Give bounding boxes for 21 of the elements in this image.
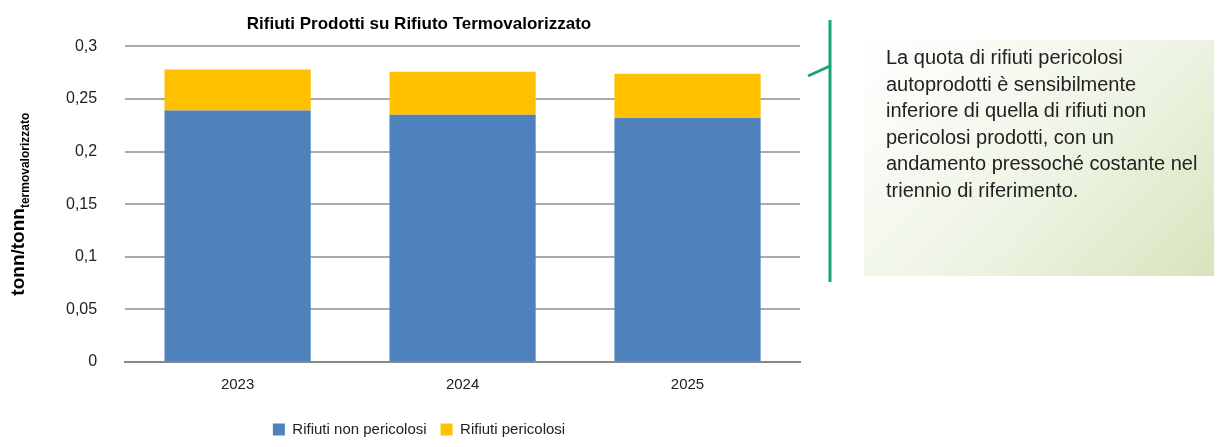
bar bbox=[164, 110, 311, 361]
y-tick-label: 0,2 bbox=[74, 142, 98, 160]
y-tick-label: 0,1 bbox=[74, 247, 98, 265]
bar bbox=[614, 73, 761, 118]
x-tick-label: 2024 bbox=[445, 375, 480, 393]
y-tick-label: 0 bbox=[88, 352, 98, 370]
x-tick-label: 2023 bbox=[220, 375, 255, 393]
y-tick-label: 0,3 bbox=[74, 36, 98, 54]
bar bbox=[389, 114, 536, 361]
bar bbox=[614, 117, 761, 361]
y-tick-label: 0,15 bbox=[66, 194, 98, 212]
x-tick-label: 2025 bbox=[670, 375, 705, 393]
bar bbox=[164, 69, 311, 111]
text: La quota di rifiuti pericolosi autoprodotti è sensibilmente inferiore di quella di rifiuti non pericolosi prodotti, con un andamento pressoché costante nel triennio di riferimento. bbox=[886, 45, 1199, 203]
bar bbox=[389, 71, 536, 115]
y-tick-label: 0,25 bbox=[66, 89, 98, 107]
legend-label: Rifiuti non pericolosi bbox=[292, 419, 427, 437]
y-tick-label: 0,05 bbox=[66, 299, 98, 317]
chart-title: Rifiuti Prodotti su Rifiuto Termovalorizzato bbox=[246, 13, 592, 33]
legend-label: Rifiuti pericolosi bbox=[460, 419, 566, 437]
y-axis-title: tonn/tonntermovalorizzato bbox=[7, 112, 32, 296]
